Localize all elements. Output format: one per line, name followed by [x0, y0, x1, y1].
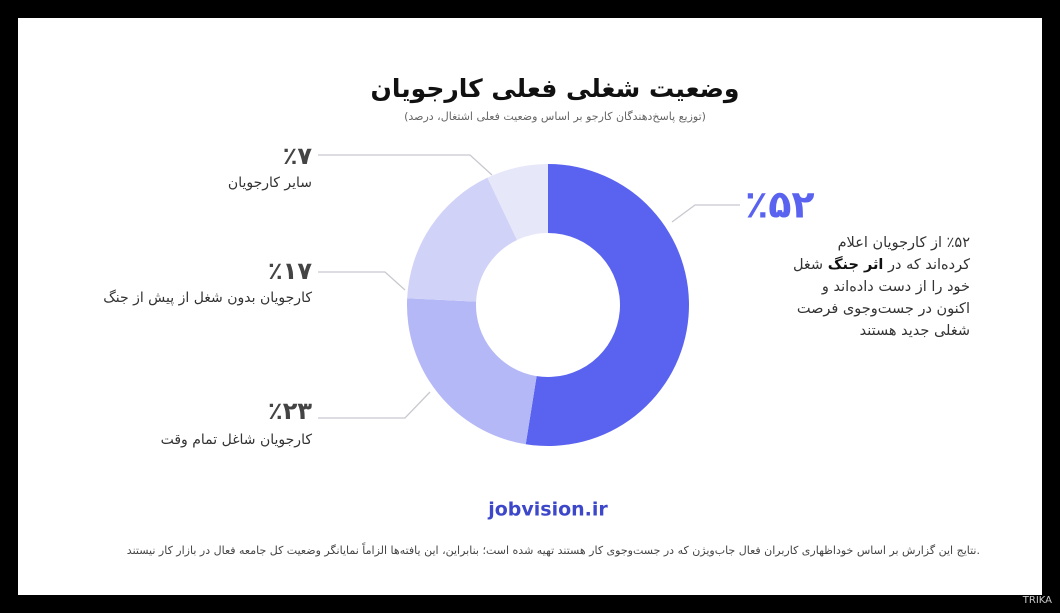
leader-line [318, 154, 493, 176]
source: jobvision.ir [487, 499, 608, 521]
category-label: کارجویان بدون شغل از پیش از جنگ [103, 289, 312, 306]
donut-slice [407, 298, 537, 445]
card [18, 18, 1042, 595]
description-bold: اثر جنگ [827, 257, 884, 273]
donut-slice [487, 164, 548, 240]
watermark: TRIKA [1022, 595, 1052, 606]
leader-line [671, 204, 740, 223]
category-label: کارجویان شاغل تمام وقت [161, 432, 313, 448]
donut-slice [525, 164, 689, 446]
value-label: ٪۷ [283, 142, 313, 170]
description-text: ٪۵۲ از کارجویان اعلام کرده‌اند که در [837, 235, 970, 273]
leader-line [318, 391, 431, 419]
value-label: ٪۵۲ [745, 183, 815, 227]
chart-subtitle: (توزیع پاسخ‌دهندگان کارجو بر اساس وضعیت … [404, 110, 706, 123]
footnote: نتایج این گزارش بر اساس خوداظهاری کاربرا… [127, 542, 980, 557]
category-label: سایر کارجویان [228, 175, 312, 191]
description: ٪۵۲ از کارجویان اعلام کرده‌اند که در اثر… [792, 232, 970, 342]
leader-line [318, 271, 406, 291]
description-text: شغل خود را از دست داده‌اند و اکنون در جس… [792, 257, 970, 339]
value-label: ٪۱۷ [268, 257, 312, 285]
donut-slice [407, 177, 518, 302]
value-label: ٪۲۳ [268, 397, 312, 425]
chart-title: وضعیت شغلی فعلی کارجویان [371, 74, 740, 104]
